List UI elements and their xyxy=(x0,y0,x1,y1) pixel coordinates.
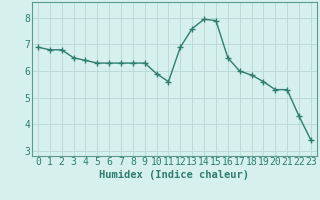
X-axis label: Humidex (Indice chaleur): Humidex (Indice chaleur) xyxy=(100,170,249,180)
